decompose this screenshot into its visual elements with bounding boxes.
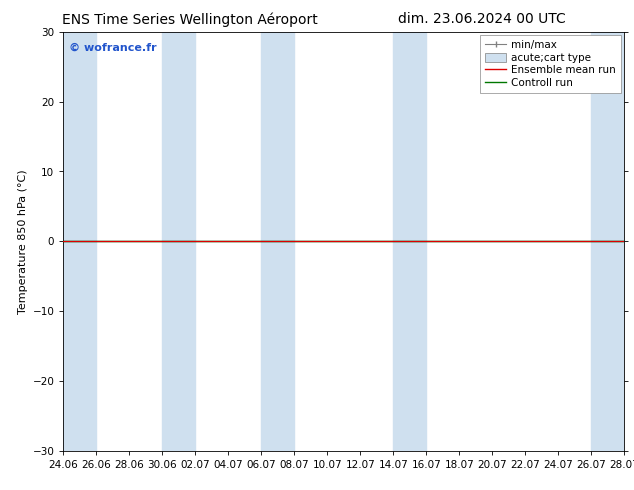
Bar (394, 32, 427, 451)
Legend: min/max, acute;cart type, Ensemble mean run, Controll run: min/max, acute;cart type, Ensemble mean … (480, 35, 621, 93)
Bar (162, 32, 195, 451)
Text: ENS Time Series Wellington Aéroport: ENS Time Series Wellington Aéroport (62, 12, 318, 27)
Bar (261, 32, 294, 451)
Bar (592, 32, 624, 451)
Y-axis label: Temperature 850 hPa (°C): Temperature 850 hPa (°C) (18, 169, 29, 314)
Text: © wofrance.fr: © wofrance.fr (69, 42, 157, 52)
Bar (63, 32, 96, 451)
Text: dim. 23.06.2024 00 UTC: dim. 23.06.2024 00 UTC (398, 12, 566, 26)
